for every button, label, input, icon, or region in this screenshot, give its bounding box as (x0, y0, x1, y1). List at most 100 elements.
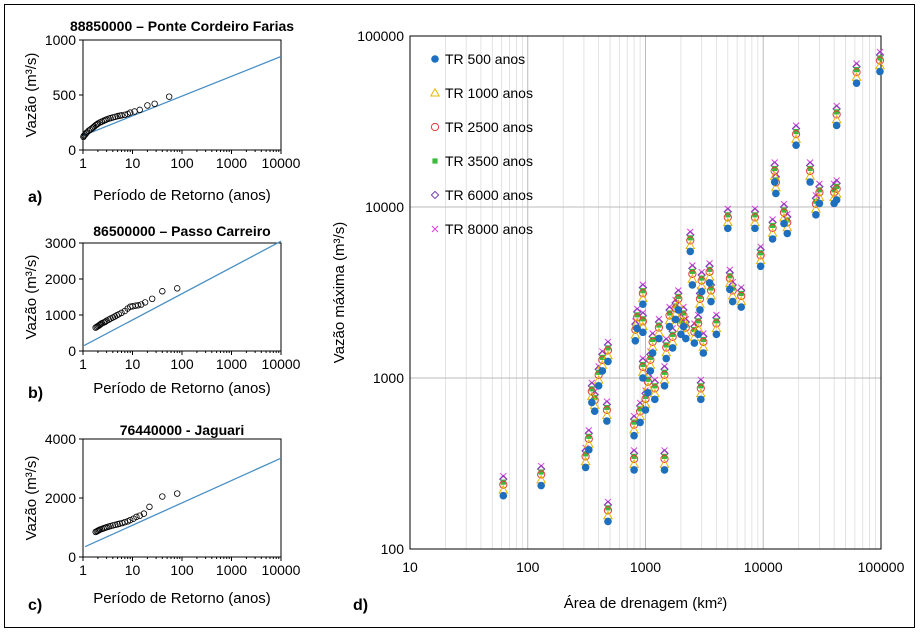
data-point-tr (639, 300, 647, 309)
data-point-tr (697, 395, 705, 404)
data-point-tr (695, 294, 705, 304)
data-point-tr (668, 344, 677, 352)
x-tick-label: 10 (125, 562, 141, 578)
data-point-tr (640, 288, 646, 294)
data-point-tr (772, 165, 778, 172)
data-point-tr (723, 213, 732, 222)
data-point-tr (815, 188, 824, 197)
data-point-tr (640, 316, 646, 322)
data-point-tr (537, 470, 546, 479)
data-point-tr (631, 453, 637, 459)
data-point-tr (674, 306, 683, 314)
data-point (127, 516, 134, 524)
data-point-tr (499, 480, 508, 489)
data-point-tr (630, 431, 638, 440)
y-tick-label: 1000 (45, 307, 76, 323)
data-point-tr (682, 334, 690, 343)
data-point-tr (633, 313, 642, 322)
data-point-tr (662, 354, 671, 363)
data-point-tr (602, 405, 611, 415)
data-point-tr (654, 323, 664, 332)
data-point (121, 111, 129, 118)
panel-a-chart: 0 500 1000 1 10 100 1000 10000 88850000 – Ponte … (23, 18, 301, 206)
data-point (118, 309, 125, 317)
data-point-tr (686, 247, 695, 256)
data-point-tr (668, 332, 677, 341)
data-point-tr (660, 454, 669, 464)
legend-label: TR 8000 anos (445, 221, 533, 237)
x-tick-label: 100000 (858, 559, 905, 575)
y-axis-label: Vazão (m³/s) (23, 255, 40, 340)
y-axis-label: Vazão (m³/s) (23, 456, 40, 541)
x-tick-label: 10 (402, 559, 418, 575)
data-point-tr (603, 417, 611, 425)
y-axis-label: Vazão máxima (m³/s) (331, 222, 348, 363)
data-point-tr (638, 289, 647, 298)
data-point-tr (756, 251, 765, 260)
data-point (159, 288, 166, 295)
data-point-tr (738, 290, 744, 297)
x-tick-label: 100 (516, 559, 540, 575)
x-tick-label: 100 (170, 155, 194, 171)
data-point-tr (725, 212, 731, 218)
data-point-tr (640, 361, 646, 368)
y-tick-label: 0 (68, 343, 76, 359)
data-point-tr (686, 236, 695, 245)
plot-area (82, 438, 282, 558)
data-point-tr (832, 110, 841, 119)
data-point-tr (783, 229, 792, 238)
data-point-tr (699, 337, 708, 347)
data-point-tr (499, 491, 508, 500)
data-point (96, 321, 104, 328)
x-tick-label: 10000 (262, 356, 301, 372)
data-point-tr (694, 330, 702, 339)
data-point-tr (699, 275, 705, 281)
y-tick-label: 3000 (45, 235, 76, 251)
data-point-tr (585, 446, 593, 454)
data-point (121, 518, 129, 526)
panel-label: c) (28, 597, 42, 614)
data-point-tr (697, 293, 703, 300)
data-point-tr (633, 324, 641, 333)
data-point (151, 100, 158, 107)
data-point-tr (700, 336, 706, 343)
data-point-tr (769, 222, 776, 229)
data-point-tr (751, 224, 759, 233)
data-point-tr (637, 406, 643, 412)
data-point-tr (647, 354, 653, 360)
data-point-tr (688, 269, 697, 279)
data-point-tr (772, 189, 780, 198)
y-tick-label: 100000 (357, 28, 404, 44)
data-point-tr (712, 319, 721, 328)
data-point-tr (660, 466, 669, 474)
x-axis-label: Área de drenagem (km²) (564, 595, 727, 612)
data-point (138, 301, 145, 308)
panel-label: a) (28, 189, 42, 206)
data-point-tr (642, 393, 649, 400)
chart-title: 86500000 – Passo Carreiro (93, 223, 270, 239)
data-point-tr (812, 211, 820, 219)
x-axis-label: Período de Retorno (anos) (93, 187, 271, 204)
data-point (141, 299, 149, 306)
legend-label: TR 6000 anos (445, 187, 533, 203)
x-tick-label: 10000 (744, 559, 783, 575)
data-point-tr (781, 207, 787, 213)
data-point-tr (699, 349, 708, 357)
data-point-tr (877, 55, 883, 61)
data-point (101, 318, 109, 326)
data-point-tr (583, 451, 589, 457)
fit-line (83, 240, 282, 347)
data-point-tr (816, 187, 823, 193)
data-point-tr (652, 383, 658, 389)
data-point-tr (770, 178, 779, 186)
data-point-tr (581, 463, 590, 472)
data-point-tr (807, 165, 813, 172)
data-point-tr (629, 454, 639, 464)
legend-label: TR 3500 anos (445, 153, 533, 169)
data-point-tr (779, 208, 789, 217)
data-point-tr (687, 235, 693, 241)
data-point-tr (634, 312, 640, 318)
data-point-tr (661, 369, 668, 375)
y-tick-label: 10000 (365, 199, 404, 215)
